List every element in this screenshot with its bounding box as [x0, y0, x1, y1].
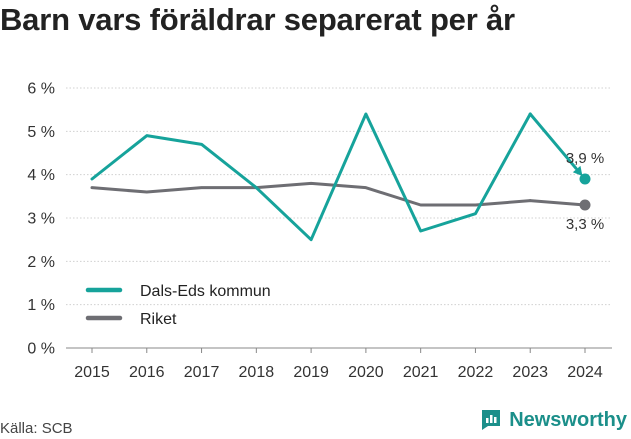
x-axis-ticks: 2015 2016 2017 2018 2019 2020 2021 2022 2023 2024 [74, 348, 603, 381]
brand-name: Newsworthy [509, 408, 627, 431]
end-value-label: 3,9 % [566, 150, 604, 167]
y-tick-label: 2 % [27, 254, 55, 271]
series-line-segment [528, 199, 587, 207]
x-tick-label: 2015 [74, 364, 110, 381]
x-tick-label: 2020 [348, 364, 384, 381]
legend: Dals-Eds kommun Riket [85, 283, 271, 328]
series-line-segment [528, 112, 578, 170]
newsworthy-logo-icon [482, 410, 501, 430]
legend-label: Dals-Eds kommun [140, 283, 271, 300]
series-line-2 [90, 181, 532, 207]
series-line-1 [90, 112, 532, 242]
x-tick-label: 2024 [567, 364, 603, 381]
x-tick-label: 2017 [184, 364, 220, 381]
source-note: Källa: SCB [0, 420, 73, 437]
y-tick-label: 5 % [27, 124, 55, 141]
y-tick-label: 1 % [27, 297, 55, 314]
legend-label: Riket [140, 311, 177, 328]
y-tick-label: 4 % [27, 167, 55, 184]
end-value-label: 3,3 % [566, 216, 604, 233]
brand-logo[interactable]: Newsworthy [479, 408, 627, 432]
gridlines [66, 87, 612, 349]
series-lines: 3,3 % 3,9 % [90, 112, 604, 242]
x-tick-label: 2016 [129, 364, 165, 381]
chart-title: Barn vars föräldrar separerat per år [0, 2, 515, 37]
y-tick-label: 3 % [27, 211, 55, 228]
end-point-marker [579, 199, 591, 211]
x-tick-label: 2019 [293, 364, 329, 381]
x-tick-label: 2022 [458, 364, 494, 381]
x-tick-label: 2018 [239, 364, 275, 381]
y-tick-label: 6 % [27, 81, 55, 98]
line-chart: 0 %1 %2 %3 %4 %5 %6 % 2015 2016 2017 2018 20… [27, 81, 612, 381]
arrow-head [572, 165, 583, 176]
end-point-marker [579, 173, 591, 185]
y-tick-label: 0 % [27, 341, 55, 358]
x-tick-label: 2021 [403, 364, 439, 381]
x-tick-label: 2023 [512, 364, 548, 381]
y-axis-ticks: 0 % 1 % 2 % 3 % 4 % 5 % 6 % [27, 81, 55, 358]
